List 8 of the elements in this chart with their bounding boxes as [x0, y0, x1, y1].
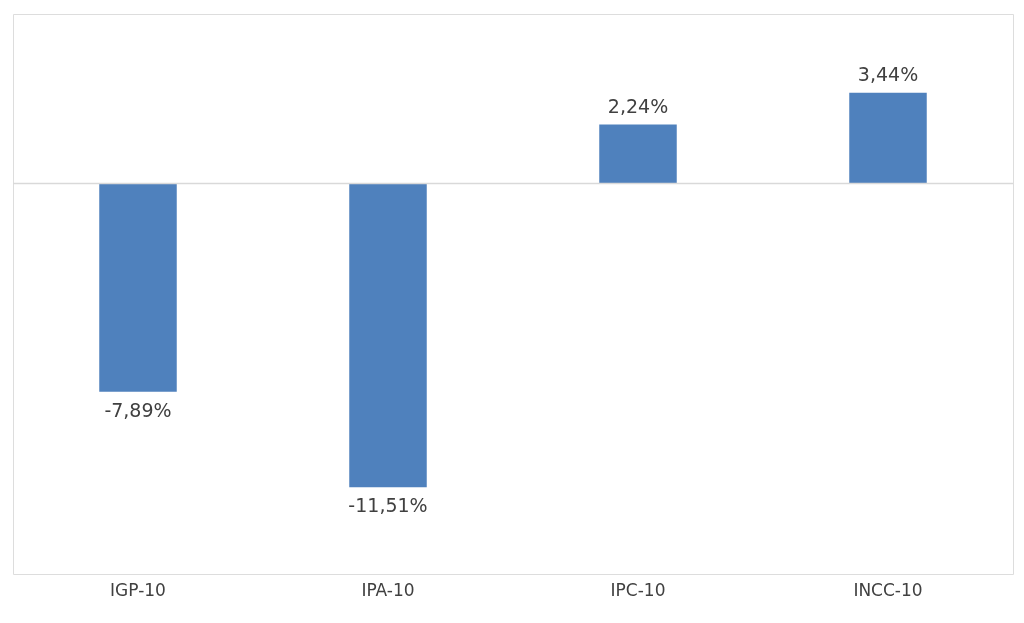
x-tick-label: IPC-10 [610, 579, 666, 600]
x-tick-label: IGP-10 [110, 579, 166, 600]
x-tick-label: INCC-10 [853, 579, 923, 600]
data-label: 2,24% [607, 94, 669, 117]
data-label: -11,51% [348, 494, 428, 517]
data-label: -7,89% [104, 398, 172, 421]
data-label: 3,44% [857, 62, 919, 85]
x-tick-label: IPA-10 [361, 579, 415, 600]
